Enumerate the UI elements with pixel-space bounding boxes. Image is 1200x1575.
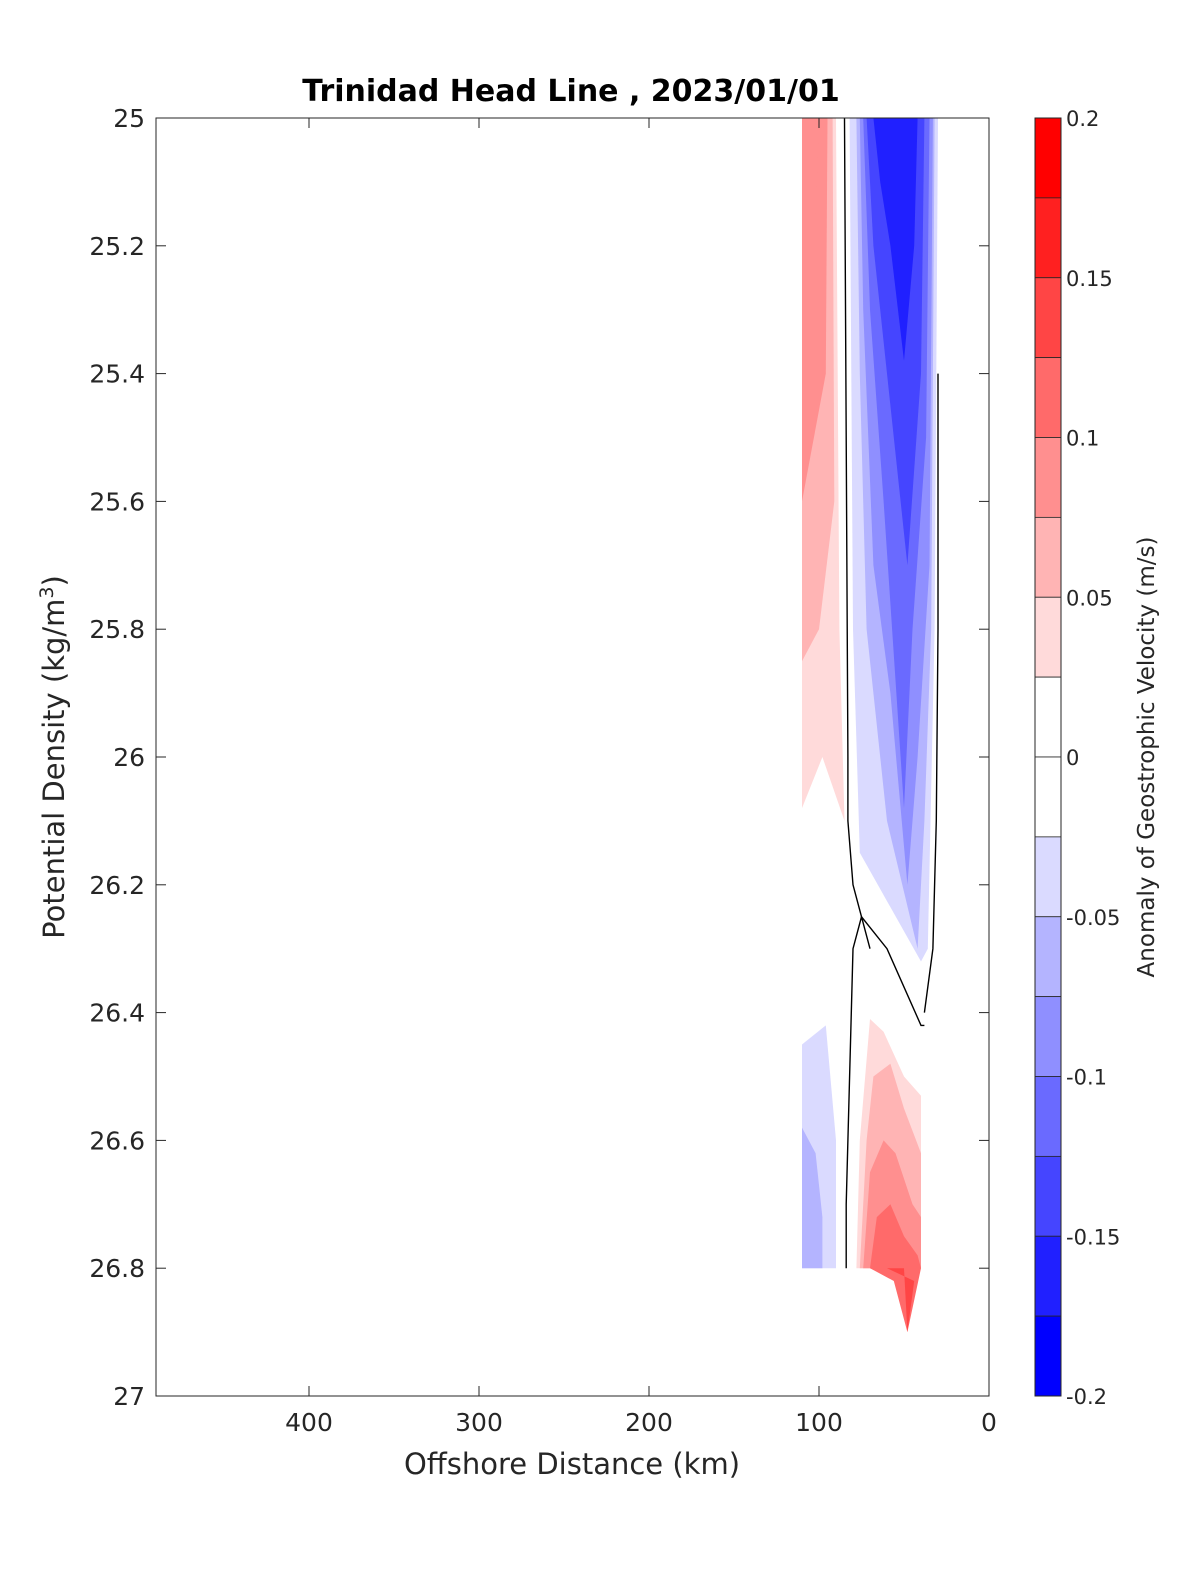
region-positive-nearshore-west-core [802,118,819,214]
x-tick-label: 0 [981,1408,997,1437]
colorbar-tick-label: 0.2 [1066,107,1099,131]
y-tick-label: 26.6 [89,1126,145,1155]
colorbar-band [1034,676,1062,758]
chart-title: Trinidad Head Line , 2023/01/01 [302,74,839,109]
colorbar-band [1034,916,1062,998]
colorbar-band [1034,1155,1062,1237]
colorbar-tick-label: -0.1 [1066,1066,1107,1090]
y-axis-label-close: ) [37,575,71,586]
x-tick-label: 300 [455,1408,503,1437]
y-tick-label: 25.6 [89,487,145,516]
zero-contour-west [843,117,871,949]
colorbar-ticks: 0.2 0.15 0.1 0.05 0 -0.05 -0.1 -0.15 -0.2 [1066,107,1120,1409]
x-axis-label: Offshore Distance (km) [404,1447,740,1481]
y-tick-label: 26.8 [89,1254,145,1283]
colorbar-band [1034,996,1062,1077]
colorbar-band [1034,1315,1062,1397]
x-tick-label: 400 [285,1408,333,1437]
colorbar-tick-label: -0.2 [1066,1385,1107,1409]
colorbar-tick-label: 0.15 [1066,267,1113,291]
colorbar-band [1034,437,1062,518]
colorbar-tick-label: 0 [1066,746,1079,770]
region-positive-nearshore-west-strong [802,118,828,502]
zero-contour-east [923,373,939,1013]
y-axis-label: Potential Density (kg/m3) [36,575,71,939]
colorbar-tick-label: -0.05 [1066,906,1120,930]
y-tick-label: 25.2 [89,232,145,261]
y-axis-label-main: Potential Density (kg/m [37,599,71,939]
y-axis: 25 25.2 25.4 25.6 25.8 26 26.2 26.4 26.6 26.8 27 [89,104,989,1411]
x-tick-label: 200 [625,1408,673,1437]
zero-contours [843,117,939,1269]
region-negative-core-max [873,118,918,361]
y-tick-label: 25.4 [89,360,145,389]
colorbar: 0.2 0.15 0.1 0.05 0 -0.05 -0.1 -0.15 -0.2 Anomal… [1034,107,1160,1409]
colorbar-tick-label: 0.05 [1066,586,1113,610]
colorbar-tick-label: -0.15 [1066,1225,1120,1249]
y-axis-label-superscript: 3 [36,586,58,598]
x-axis: 400 300 200 100 0 [285,118,997,1437]
y-tick-label: 27 [113,1382,145,1411]
colorbar-bands [1034,117,1062,1397]
plot-background [156,118,989,1396]
plot-area: 400 300 200 100 0 25 25.2 25.4 25.6 25.8 26 26.2 26… [89,104,997,1437]
zero-contour-deep [845,915,925,1269]
colorbar-tick-label: 0.1 [1066,427,1099,451]
y-tick-label: 25.8 [89,615,145,644]
colorbar-band [1034,596,1062,678]
y-tick-label: 26 [113,743,145,772]
colorbar-frame [1034,117,1062,1397]
colorbar-band [1034,756,1062,838]
y-tick-label: 26.4 [89,999,145,1028]
x-tick-label: 100 [795,1408,843,1437]
region-positive-deep-core [887,1268,915,1333]
y-tick-label: 26.2 [89,871,145,900]
colorbar-band [1034,277,1062,359]
colorbar-band [1034,836,1062,918]
colorbar-band [1034,1235,1062,1317]
colorbar-band [1034,1076,1062,1157]
y-tick-label: 25 [113,104,145,133]
colorbar-label: Anomaly of Geostrophic Velocity (m/s) [1134,537,1160,978]
colorbar-band [1034,357,1062,438]
colorbar-band [1034,197,1062,279]
colorbar-band [1034,117,1062,199]
region-negative-deep-west-medium [802,1127,823,1269]
colorbar-band [1034,516,1062,598]
contour-fills [802,118,938,1333]
